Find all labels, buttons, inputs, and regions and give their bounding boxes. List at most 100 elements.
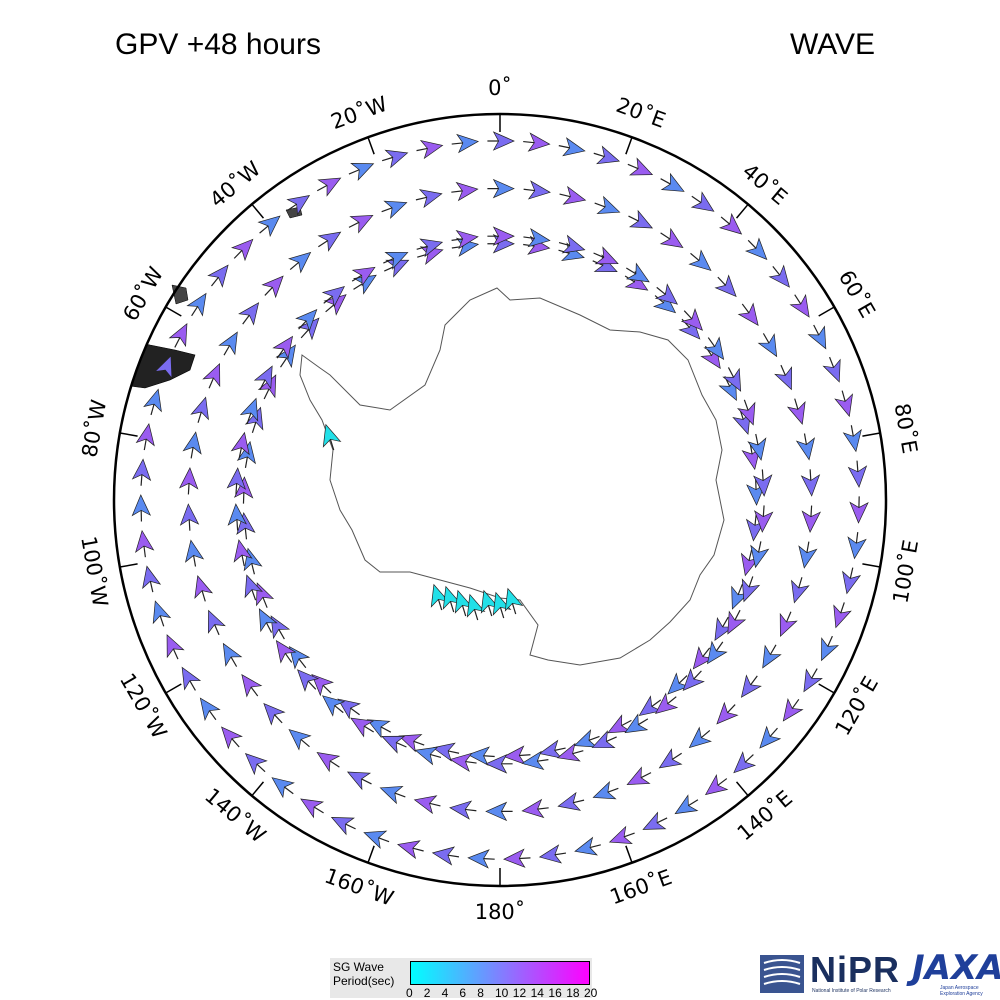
- wave-arrow-shaft: [519, 754, 531, 757]
- wave-arrow-shaft: [300, 738, 310, 748]
- wave-arrow: [449, 752, 473, 773]
- wave-arrow: [789, 293, 810, 318]
- wave-arrow-shaft: [298, 320, 307, 330]
- wave-arrow: [227, 503, 247, 526]
- wave-arrow-shaft: [284, 652, 293, 663]
- wave-arrow-shaft: [189, 680, 196, 691]
- wave-arrow: [625, 262, 650, 283]
- wave-arrow: [638, 695, 663, 717]
- wave-arrow: [321, 695, 346, 717]
- nipr-logo: NiPR: [810, 949, 901, 990]
- wave-arrow-shaft: [416, 245, 428, 250]
- wave-arrow-shaft: [813, 324, 820, 336]
- wave-arrow: [199, 697, 221, 722]
- wave-arrow-shaft: [780, 364, 786, 376]
- wave-arrow-shaft: [265, 622, 273, 633]
- wave-arrow-shaft: [809, 469, 812, 481]
- wave-arrow: [801, 510, 822, 533]
- wave-arrow-shaft: [856, 460, 859, 472]
- wave-arrow-shaft: [447, 750, 460, 754]
- wave-arrow-shaft: [350, 707, 360, 716]
- wave-arrow-shaft: [850, 425, 854, 437]
- wave-arrow-shaft: [743, 399, 749, 411]
- wave-arrow: [190, 396, 209, 421]
- wave-arrow: [233, 539, 253, 563]
- longitude-label: 180˚: [475, 900, 526, 924]
- wave-arrow-shaft: [637, 718, 649, 726]
- wave-arrow-shaft: [755, 433, 759, 446]
- wave-arrow-shaft: [483, 858, 495, 860]
- wave-arrow-shaft: [264, 286, 273, 296]
- longitude-label: 20˚E: [613, 93, 669, 133]
- wave-arrow: [741, 578, 761, 603]
- longitude-tick: [818, 683, 835, 694]
- wave-arrow-shaft: [381, 156, 394, 162]
- wave-arrow-shaft: [383, 258, 394, 264]
- longitude-label: 120˚E: [830, 672, 883, 739]
- wave-arrow: [257, 215, 281, 238]
- wave-arrow-shaft: [259, 379, 266, 391]
- legend-colorbar: [410, 961, 590, 985]
- wave-arrow-shaft: [287, 203, 297, 211]
- wave-arrow-shaft: [667, 696, 677, 705]
- longitude-tick: [165, 683, 182, 694]
- coastal-wave-arrow-shaft: [473, 609, 479, 621]
- longitude-label: 120˚W: [115, 669, 172, 743]
- wave-arrow-shaft: [702, 647, 711, 658]
- wave-arrow-shaft: [236, 519, 239, 531]
- longitude-label: 80˚W: [77, 398, 111, 460]
- jaxa-subtitle: Japan Aerospace Exploration Agency: [940, 985, 983, 997]
- wave-arrow-shaft: [191, 306, 199, 317]
- wave-arrow-shaft: [554, 747, 566, 751]
- wave-arrow-shaft: [451, 190, 463, 193]
- wave-arrow-shaft: [323, 295, 333, 304]
- wave-arrow-shaft: [758, 541, 762, 553]
- coastal-wave-arrow: [454, 589, 474, 614]
- wave-arrow-shaft: [241, 554, 245, 567]
- wave-arrow-shaft: [683, 310, 693, 320]
- wave-arrow: [834, 393, 853, 418]
- wave-arrow-shaft: [235, 483, 238, 495]
- wave-arrow: [714, 274, 737, 298]
- wave-arrow: [431, 846, 456, 866]
- wave-arrow-shaft: [244, 528, 248, 540]
- wave-arrow-shaft: [429, 802, 441, 807]
- wave-arrow-shaft: [300, 329, 310, 339]
- wave-arrow-shaft: [559, 193, 571, 198]
- wave-arrow: [350, 717, 375, 738]
- wave-arrow-shaft: [413, 740, 425, 746]
- wave-arrow-shaft: [589, 844, 601, 849]
- wave-arrow-shaft: [558, 241, 570, 247]
- wave-arrow: [692, 646, 715, 670]
- wave-arrow-shaft: [159, 615, 165, 627]
- wave-arrow: [295, 309, 318, 332]
- wave-arrow-shaft: [593, 252, 605, 259]
- wave-arrow-shaft: [208, 377, 215, 389]
- wave-arrow-shaft: [628, 215, 639, 222]
- wave-arrow: [731, 585, 750, 610]
- wave-arrow-shaft: [523, 140, 535, 144]
- wave-arrow-shaft: [855, 532, 859, 544]
- wave-arrow: [842, 570, 862, 595]
- wave-arrow: [142, 565, 162, 590]
- wave-arrow-shaft: [174, 337, 181, 348]
- wave-arrow: [753, 474, 773, 497]
- wave-arrow-shaft: [238, 447, 242, 459]
- wave-arrow-shaft: [717, 276, 726, 286]
- wave-arrow: [467, 746, 490, 766]
- wave-arrow-shaft: [594, 202, 606, 208]
- wave-arrow: [168, 322, 188, 348]
- legend-tick-label: 16: [548, 986, 562, 1000]
- legend-tick-label: 20: [584, 986, 598, 1000]
- wave-arrow-shaft: [259, 225, 269, 234]
- legend-tick-label: 10: [495, 986, 509, 1000]
- wave-arrow: [272, 335, 294, 360]
- wave-arrow: [821, 637, 840, 662]
- wave-arrow: [381, 735, 406, 754]
- wave-arrow-shaft: [537, 759, 549, 762]
- wave-arrow: [737, 302, 759, 326]
- wave-arrow-shaft: [717, 778, 728, 786]
- wave-arrow-shaft: [656, 817, 668, 824]
- wave-arrow-shaft: [762, 505, 765, 517]
- wave-arrow-shaft: [447, 854, 460, 858]
